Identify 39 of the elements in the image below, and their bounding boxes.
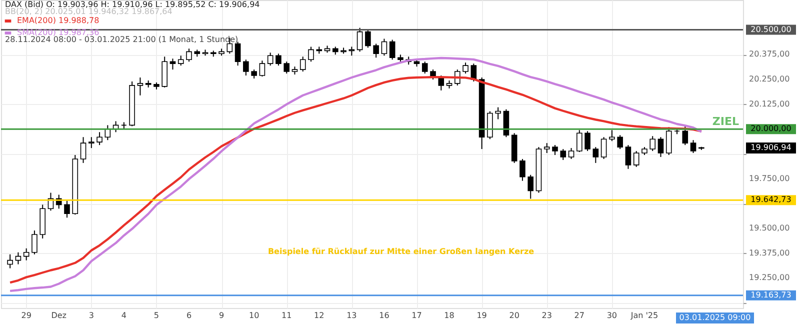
x-tick-label: 16	[379, 311, 390, 320]
legend-label: SMA(200) 19.987,36	[17, 28, 100, 37]
legend-label: EMA(200) 19.988,78	[17, 16, 100, 25]
x-tick-label: 27	[574, 311, 584, 320]
x-tick-label: 10	[248, 311, 260, 320]
y-tick-label: 19.750,00	[749, 174, 790, 183]
x-tick-label: 9	[218, 311, 224, 320]
x-tick-label: Jan '25	[630, 311, 658, 320]
x-tick-label: 23	[542, 311, 552, 320]
ref-line-label: 19.642,73	[750, 195, 792, 204]
ref-line-label: 20.000,00	[750, 124, 792, 134]
y-tick-label: 19.375,00	[749, 248, 790, 258]
x-tick-label: Dez	[51, 311, 67, 320]
x-tick-label: 12	[314, 311, 324, 320]
x-tick-label: 19	[476, 311, 487, 320]
y-tick-label: 19.250,00	[749, 273, 790, 282]
x-tick-label: 30	[606, 311, 618, 320]
x-tick-label: 13	[346, 311, 357, 320]
annotation: ZIEL	[712, 115, 739, 128]
x-tick-label: 5	[154, 311, 160, 320]
ref-line-label: 20.500,00	[750, 24, 792, 34]
x-tick-label: 11	[282, 311, 292, 320]
x-tick-label: 4	[121, 311, 126, 320]
y-tick-label: 19.500,00	[749, 224, 790, 233]
y-tick-label: 20.375,00	[749, 50, 790, 59]
text: 19.906,94	[750, 143, 792, 152]
x-tick-label: 6	[186, 311, 192, 320]
x-tick-label: 20	[509, 311, 520, 320]
text: 03.01.2025 09:00	[679, 313, 751, 322]
annotation: Beispiele für Rücklauf zur Mitte einer Großen langen Kerze	[268, 247, 535, 256]
y-tick-label: 20.250,00	[749, 74, 790, 84]
x-tick-label: 29	[21, 311, 32, 320]
y-tick-label: 20.125,00	[749, 99, 790, 108]
ref-line-label: 19.163,73	[750, 290, 792, 300]
x-tick-label: 17	[412, 311, 422, 320]
x-tick-label: 18	[444, 311, 454, 320]
annotation: BB(20, 2) 20.025,01 19.946,32 19.867,64	[5, 7, 172, 16]
x-tick-label: 3	[88, 311, 94, 320]
chart-title: DAX (Bid) O: 19.903,96 H: 19.910,96 L: 19.895,52 C: 19.906,94	[5, 0, 260, 9]
